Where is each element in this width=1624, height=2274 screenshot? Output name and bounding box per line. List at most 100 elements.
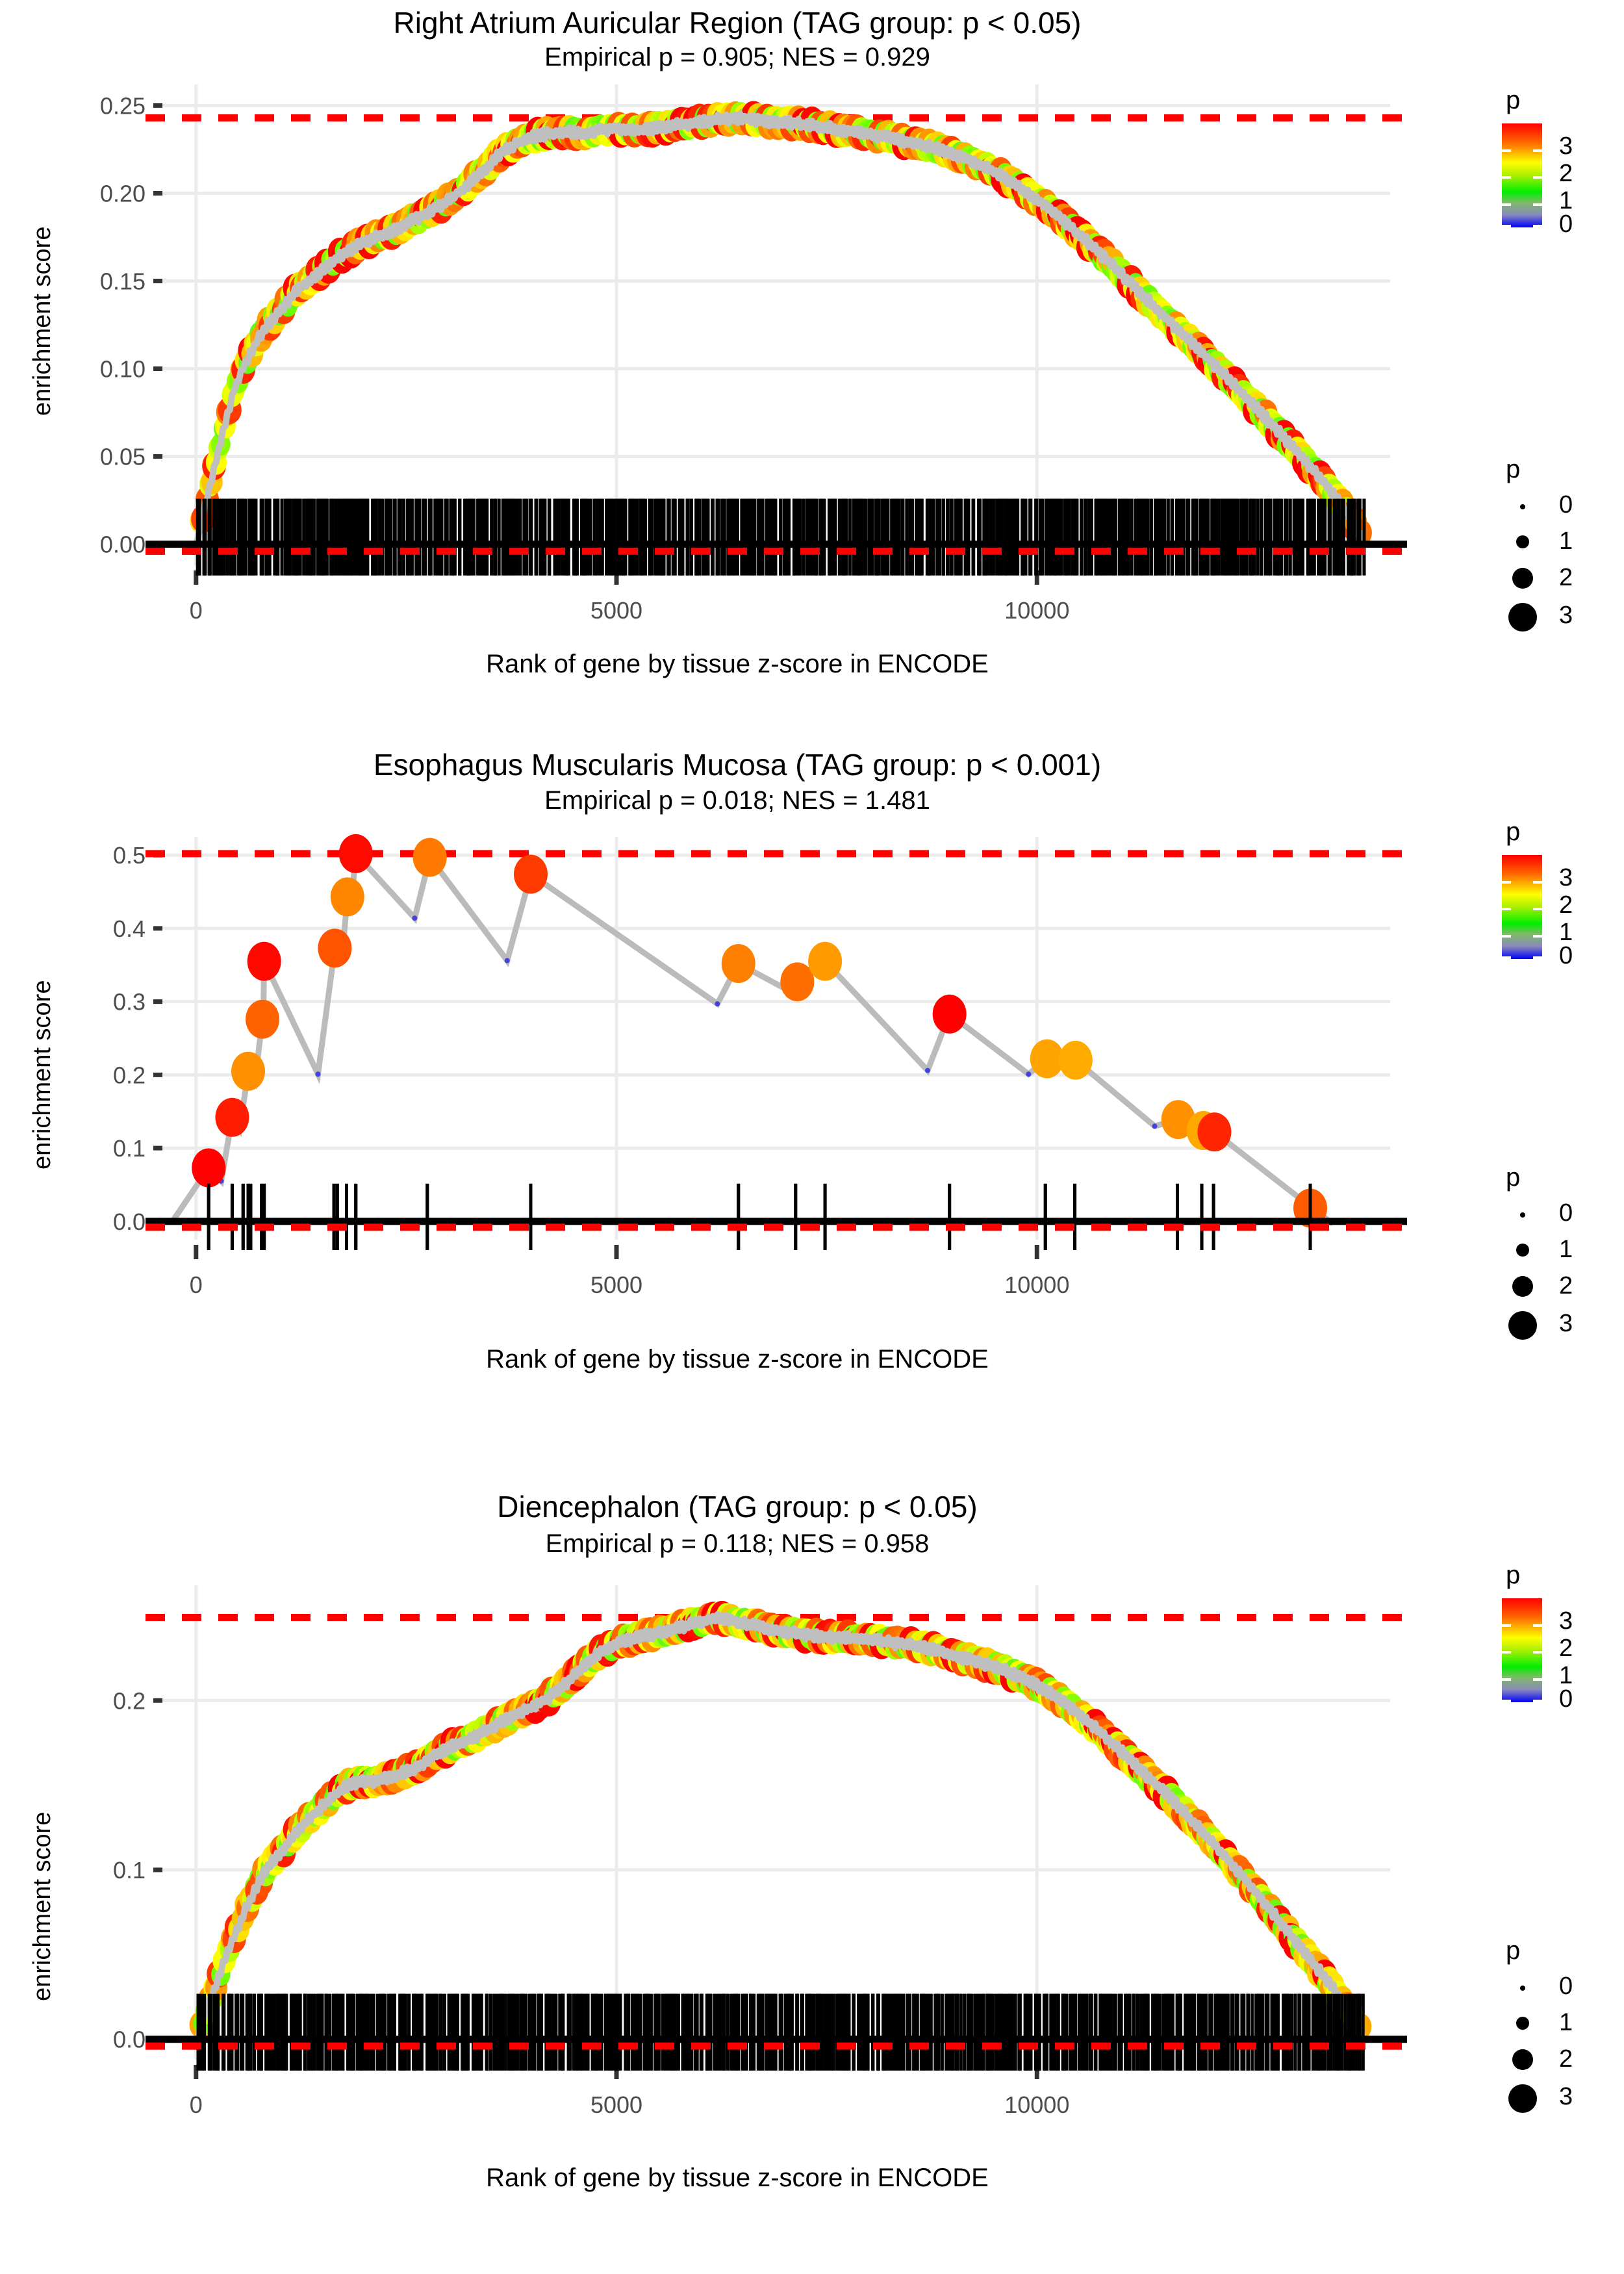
y-tick-label: 0.15 xyxy=(100,268,146,294)
panel-title: Right Atrium Auricular Region (TAG group… xyxy=(393,6,1082,40)
colorbar-tick-mark xyxy=(1533,1624,1542,1627)
data-point xyxy=(715,1001,720,1007)
data-point xyxy=(330,877,364,917)
size-legend-label-0: 0 xyxy=(1559,1973,1573,2000)
size-dot-3 xyxy=(1508,603,1537,632)
x-tick-label: 5000 xyxy=(590,2091,642,2118)
panel-subtitle: Empirical p = 0.018; NES = 1.481 xyxy=(544,786,930,815)
y-tick-label: 0.3 xyxy=(113,989,146,1016)
size-dot-3 xyxy=(1508,2084,1537,2113)
panel-title: Esophagus Muscularis Mucosa (TAG group: … xyxy=(373,748,1102,782)
colorbar-tick-0: 0 xyxy=(1559,1685,1573,1713)
data-point xyxy=(1026,1071,1032,1077)
y-tick-label: 0.00 xyxy=(100,531,146,558)
colorbar-tick-mark xyxy=(1533,880,1542,884)
data-point xyxy=(192,1148,226,1188)
data-point xyxy=(1197,1112,1232,1152)
colorbar-tick-3: 3 xyxy=(1559,133,1573,160)
panel-subtitle: Empirical p = 0.118; NES = 0.958 xyxy=(545,1529,930,1558)
colorbar-tick-mark xyxy=(1533,908,1542,911)
data-point xyxy=(780,962,815,1002)
y-tick-label: 0.2 xyxy=(113,1687,146,1714)
colorbar-tick-mark xyxy=(1502,203,1511,206)
size-legend-label-0: 0 xyxy=(1559,1199,1573,1227)
data-point xyxy=(315,1071,321,1077)
x-tick-label: 0 xyxy=(190,597,203,624)
data-point xyxy=(504,958,510,964)
colorbar-tick-3: 3 xyxy=(1559,864,1573,891)
size-legend-label-3: 3 xyxy=(1559,602,1573,629)
size-dot-0 xyxy=(1520,1212,1525,1218)
colorbar-title: p xyxy=(1506,1561,1521,1589)
colorbar-tick-2: 2 xyxy=(1559,160,1573,187)
data-point xyxy=(1058,1040,1093,1080)
size-legend-label-0: 0 xyxy=(1559,491,1573,518)
data-point xyxy=(514,854,548,894)
colorbar-tick-mark xyxy=(1533,956,1542,959)
data-point xyxy=(925,1067,931,1073)
data-point xyxy=(932,994,967,1034)
data-point xyxy=(721,944,755,984)
size-dot-2 xyxy=(1512,2049,1533,2070)
y-tick-label: 0.2 xyxy=(113,1062,146,1088)
data-point xyxy=(1030,1039,1064,1079)
colorbar-tick-mark xyxy=(1502,956,1511,959)
size-legend-label-1: 1 xyxy=(1559,1236,1573,1263)
size-dot-2 xyxy=(1512,1276,1533,1297)
panel-esophagus-muscularis-mucosa: Esophagus Muscularis Mucosa (TAG group: … xyxy=(0,741,1624,1475)
enrichment-curve xyxy=(193,1611,1367,2042)
size-legend-label-1: 1 xyxy=(1559,528,1573,555)
plot-area: 0.00 0.05 0.10 0.15 0.20 0.25 0 5000 10000 xyxy=(100,84,1407,624)
colorbar-tick-2: 2 xyxy=(1559,891,1573,919)
panel-right-atrium-auricular-region: Right Atrium Auricular Region (TAG group… xyxy=(0,0,1624,728)
y-tick-label: 0.10 xyxy=(100,356,146,383)
y-tick-label: 0.0 xyxy=(113,1208,146,1235)
size-legend-label-3: 3 xyxy=(1559,1310,1573,1337)
size-legend-label-2: 2 xyxy=(1559,564,1573,591)
y-tick-label: 0.5 xyxy=(113,842,146,869)
colorbar-tick-mark xyxy=(1533,203,1542,206)
size-legend-label-2: 2 xyxy=(1559,2045,1573,2073)
colorbar-title: p xyxy=(1506,817,1521,846)
enrichment-curve xyxy=(193,110,1366,548)
colorbar-tick-mark xyxy=(1502,1651,1511,1654)
colorbar-tick-mark xyxy=(1502,880,1511,884)
colorbar xyxy=(1502,123,1542,227)
colorbar xyxy=(1502,1598,1542,1702)
data-point xyxy=(808,941,843,981)
colorbar-tick-mark xyxy=(1533,1678,1542,1681)
colorbar-tick-mark xyxy=(1502,224,1511,227)
size-legend-label-1: 1 xyxy=(1559,2009,1573,2036)
data-point xyxy=(412,915,418,921)
colorbar-tick-mark xyxy=(1533,1651,1542,1654)
colorbar-tick-mark xyxy=(1502,149,1511,152)
colorbar-tick-0: 0 xyxy=(1559,211,1573,238)
colorbar-tick-mark xyxy=(1502,908,1511,911)
x-tick-label: 10000 xyxy=(1004,1271,1069,1298)
colorbar-tick-0: 0 xyxy=(1559,942,1573,969)
data-point xyxy=(318,928,352,968)
colorbar-tick-1: 1 xyxy=(1559,187,1573,214)
size-dot-0 xyxy=(1520,1986,1525,1991)
y-tick-label: 0.0 xyxy=(113,2026,146,2053)
colorbar-tick-1: 1 xyxy=(1559,1662,1573,1689)
size-dot-1 xyxy=(1516,1244,1529,1257)
size-legend-title: p xyxy=(1506,455,1521,483)
x-tick-label: 5000 xyxy=(590,597,642,624)
x-tick-label: 5000 xyxy=(590,1271,642,1298)
size-dot-3 xyxy=(1508,1311,1537,1340)
size-legend-title: p xyxy=(1506,1163,1521,1192)
y-tick-label: 0.1 xyxy=(113,1857,146,1884)
size-dot-1 xyxy=(1516,2017,1529,2030)
x-axis-label: Rank of gene by tissue z-score in ENCODE xyxy=(486,2164,989,2192)
y-tick-label: 0.4 xyxy=(113,915,146,942)
x-tick-label: 10000 xyxy=(1004,2091,1069,2118)
colorbar-tick-mark xyxy=(1533,176,1542,179)
colorbar-tick-mark xyxy=(1533,1699,1542,1702)
size-dot-2 xyxy=(1512,568,1533,589)
data-point xyxy=(247,941,281,981)
data-point xyxy=(246,999,280,1039)
data-point xyxy=(412,837,447,877)
colorbar-tick-mark xyxy=(1502,176,1511,179)
